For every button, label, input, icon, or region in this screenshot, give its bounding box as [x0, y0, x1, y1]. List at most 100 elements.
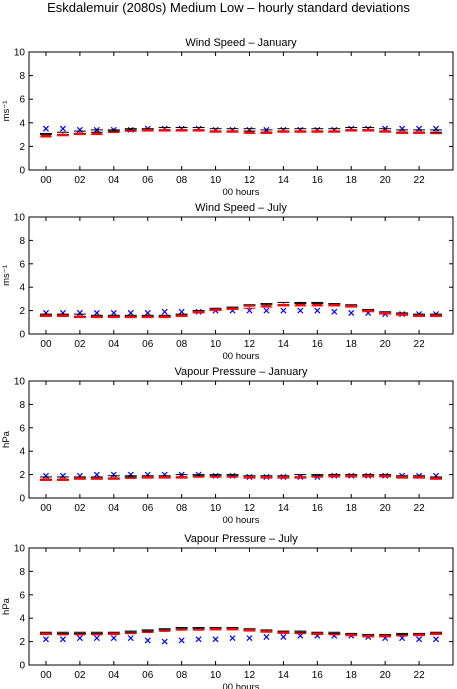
x-axis-label: 00 hours — [223, 682, 260, 689]
x-tick-label: 10 — [210, 503, 222, 514]
x-tick-label: 08 — [176, 670, 188, 681]
blue-x-marker — [178, 308, 185, 315]
x-tick-label: 04 — [108, 175, 120, 186]
plot-area-frame — [28, 51, 454, 171]
blue-x-marker — [127, 635, 134, 642]
figure-title: Eskdalemuir (2080s) Medium Low – hourly … — [47, 0, 410, 15]
blue-x-marker — [195, 636, 202, 643]
blue-x-marker — [433, 636, 440, 643]
y-tick-label: 6 — [19, 590, 25, 601]
x-tick-label: 04 — [108, 503, 120, 514]
x-tick-label: 16 — [312, 503, 324, 514]
x-tick-label: 20 — [380, 503, 392, 514]
x-tick-label: 16 — [312, 670, 324, 681]
plot-area-frame — [28, 216, 454, 335]
x-tick-label: 04 — [108, 670, 120, 681]
blue-x-marker — [246, 635, 253, 642]
x-tick-label: 08 — [176, 503, 188, 514]
blue-x-marker — [399, 125, 406, 132]
blue-x-marker — [144, 637, 151, 644]
x-tick-label: 06 — [142, 670, 154, 681]
blue-x-marker — [127, 471, 134, 478]
blue-x-marker — [263, 307, 270, 314]
blue-x-marker — [144, 309, 151, 316]
x-tick-label: 00 — [40, 503, 52, 514]
x-tick-label: 20 — [380, 175, 392, 186]
x-tick-label: 22 — [414, 175, 426, 186]
plot-area-frame — [28, 547, 454, 666]
y-tick-label: 2 — [19, 637, 25, 648]
x-tick-label: 16 — [312, 339, 324, 350]
x-tick-label: 02 — [74, 339, 86, 350]
blue-x-marker — [178, 637, 185, 644]
blue-x-marker — [263, 633, 270, 640]
blue-x-marker — [93, 471, 100, 478]
x-tick-label: 06 — [142, 503, 154, 514]
y-tick-label: 2 — [19, 306, 25, 317]
x-axis-label: 00 hours — [223, 515, 260, 526]
blue-x-marker — [76, 635, 83, 642]
x-tick-label: 18 — [346, 175, 358, 186]
x-axis-label: 00 hours — [223, 187, 260, 198]
chart-title: Vapour Pressure – July — [184, 533, 298, 545]
blue-x-marker — [42, 125, 49, 132]
x-tick-label: 10 — [210, 339, 222, 350]
blue-x-marker — [42, 472, 49, 479]
y-tick-label: 10 — [14, 213, 26, 224]
x-tick-label: 08 — [176, 175, 188, 186]
x-tick-label: 10 — [210, 670, 222, 681]
blue-x-marker — [280, 307, 287, 314]
y-tick-label: 8 — [19, 236, 25, 247]
y-tick-label: 6 — [19, 259, 25, 270]
blue-x-marker — [93, 309, 100, 316]
x-tick-label: 20 — [380, 339, 392, 350]
y-tick-label: 10 — [14, 48, 26, 59]
x-tick-label: 02 — [74, 670, 86, 681]
blue-x-marker — [348, 309, 355, 316]
blue-x-marker — [59, 636, 66, 643]
x-tick-label: 12 — [244, 175, 256, 186]
blue-x-marker — [110, 471, 117, 478]
blue-x-marker — [229, 635, 236, 642]
x-tick-label: 22 — [414, 339, 426, 350]
y-tick-label: 2 — [19, 470, 25, 481]
y-tick-label: 8 — [19, 567, 25, 578]
x-tick-label: 10 — [210, 175, 222, 186]
y-tick-label: 2 — [19, 142, 25, 153]
blue-x-marker — [110, 309, 117, 316]
blue-x-marker — [246, 307, 253, 314]
x-tick-label: 22 — [414, 670, 426, 681]
x-tick-label: 14 — [278, 503, 290, 514]
x-tick-label: 18 — [346, 339, 358, 350]
y-tick-label: 0 — [19, 494, 25, 505]
x-tick-label: 00 — [40, 670, 52, 681]
x-tick-label: 04 — [108, 339, 120, 350]
blue-x-marker — [212, 636, 219, 643]
blue-x-marker — [76, 309, 83, 316]
blue-x-marker — [280, 633, 287, 640]
blue-x-marker — [331, 308, 338, 315]
y-tick-label: 4 — [19, 447, 25, 458]
blue-x-marker — [110, 635, 117, 642]
x-tick-label: 08 — [176, 339, 188, 350]
x-tick-label: 18 — [346, 670, 358, 681]
y-tick-label: 10 — [14, 544, 26, 555]
x-tick-label: 18 — [346, 503, 358, 514]
chart-title: Vapour Pressure – January — [174, 366, 308, 378]
x-tick-label: 00 — [40, 175, 52, 186]
y-tick-label: 4 — [19, 614, 25, 625]
x-tick-label: 12 — [244, 503, 256, 514]
y-axis-label: ms⁻¹ — [1, 265, 12, 286]
blue-x-marker — [314, 307, 321, 314]
blue-x-marker — [59, 125, 66, 132]
blue-x-marker — [93, 635, 100, 642]
x-tick-label: 20 — [380, 670, 392, 681]
x-tick-label: 00 — [40, 339, 52, 350]
x-tick-label: 02 — [74, 175, 86, 186]
blue-x-marker — [433, 125, 440, 132]
x-tick-label: 14 — [278, 339, 290, 350]
